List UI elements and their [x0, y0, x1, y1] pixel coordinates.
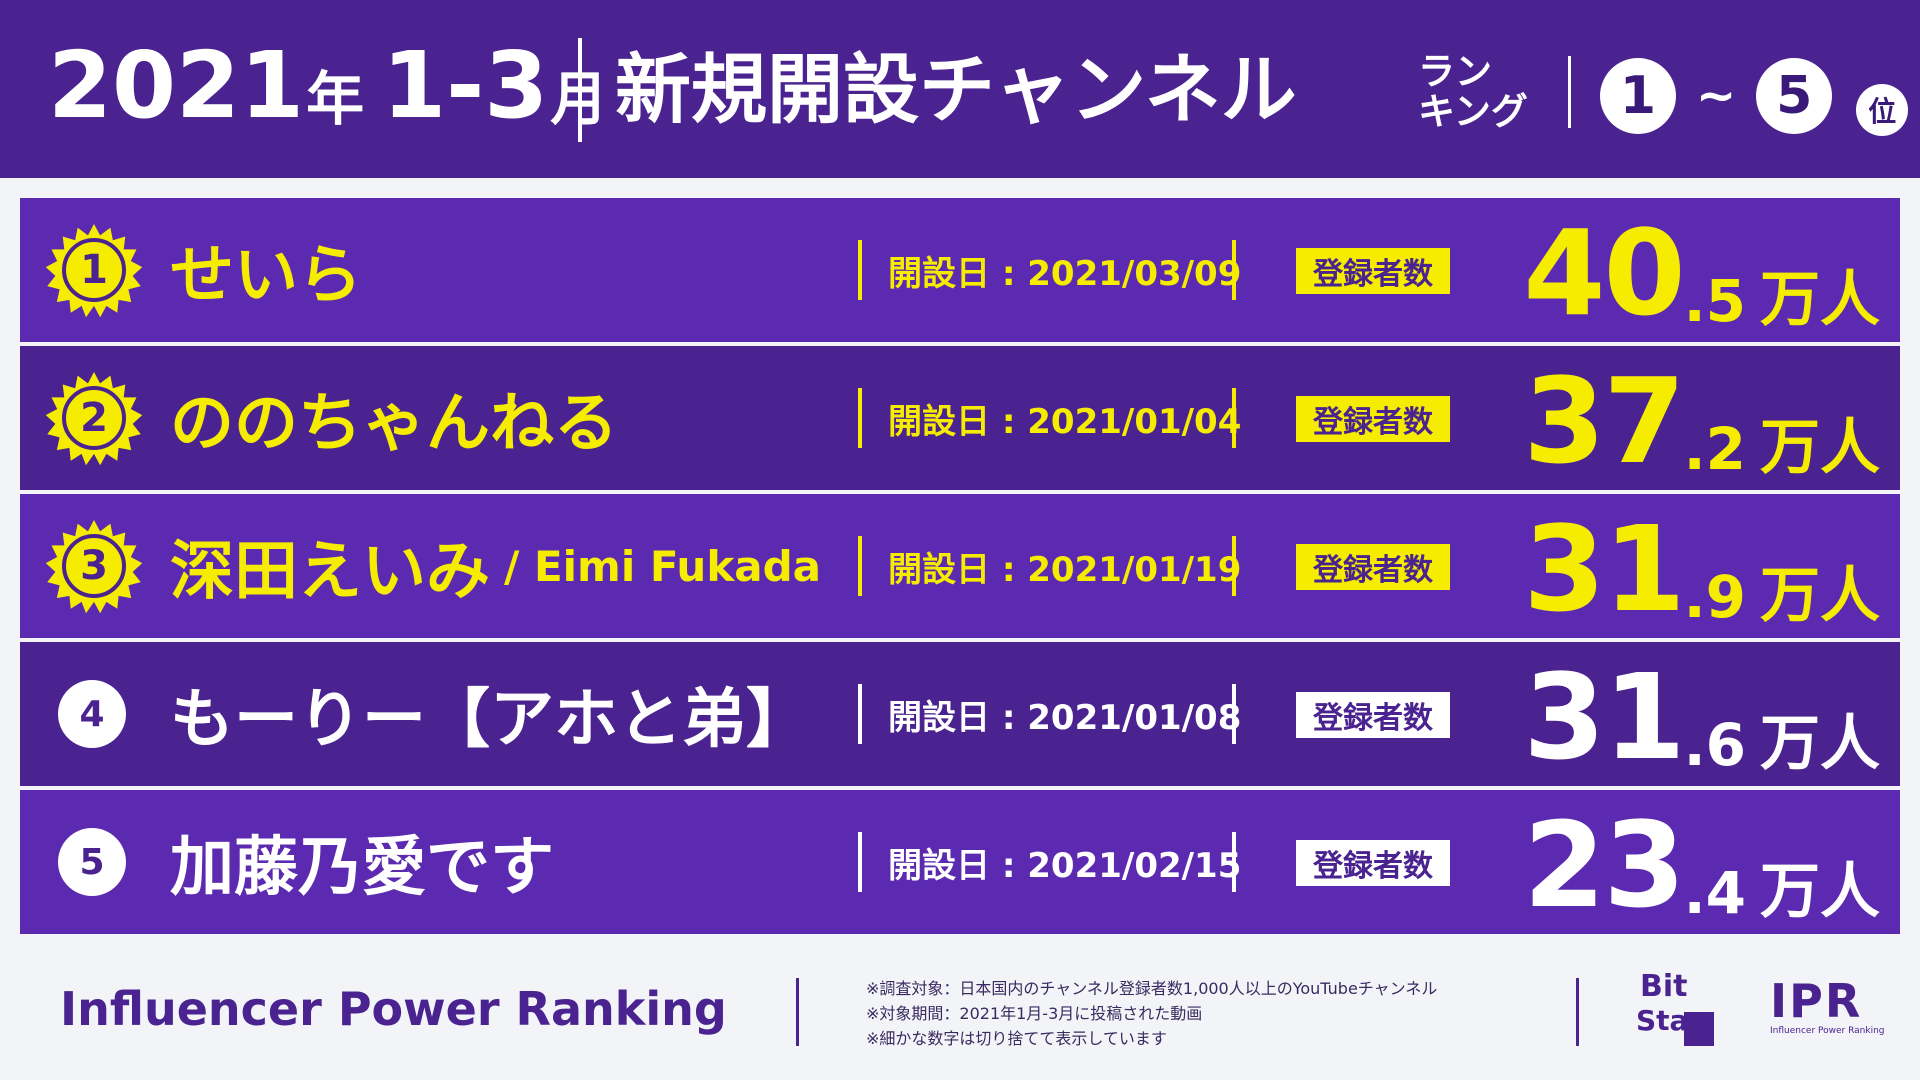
- subscribers-unit: 万人: [1760, 413, 1880, 483]
- channel-name-jp: 加藤乃愛です: [170, 831, 554, 905]
- period-year-suffix: 年: [306, 65, 365, 133]
- range-tilde: ~: [1696, 68, 1737, 124]
- sun-badge-icon: [45, 520, 143, 614]
- open-date: 開設日 : 2021/01/04: [888, 401, 1242, 442]
- footer-note-1: ※調査対象：日本国内のチャンネル登録者数1,000人以上のYouTubeチャンネ…: [866, 979, 1438, 998]
- subscribers-decimal: .6: [1683, 711, 1746, 779]
- ranking-row: 5 加藤乃愛です 開設日 : 2021/02/15 登録者数 23 .4 万人: [20, 790, 1900, 934]
- date-divider-right: [1232, 536, 1236, 596]
- channel-name: ののちゃんねる: [170, 346, 618, 490]
- rank-circle-badge: 5: [58, 828, 126, 896]
- open-date: 開設日 : 2021/01/19: [888, 549, 1242, 590]
- channel-name: 加藤乃愛です: [170, 790, 554, 934]
- header-banner: 2021 年 1-3 月 新規開設チャンネル ラン キング 1 ~ 5 位: [0, 0, 1920, 178]
- date-divider-right: [1232, 388, 1236, 448]
- channel-name-jp: もーりー【アホと弟】: [170, 683, 810, 757]
- date-divider-left: [858, 536, 862, 596]
- subscribers-value: 37 .2 万人: [1523, 346, 1880, 490]
- rank-sun-badge: 1: [44, 220, 144, 320]
- channel-name-jp: せいら: [170, 239, 362, 313]
- period-title: 2021 年 1-3 月: [48, 40, 614, 132]
- subscribers-value: 31 .9 万人: [1523, 494, 1880, 638]
- channel-name-en: / Eimi Fukada: [504, 541, 822, 591]
- page-title: 新規開設チャンネル: [615, 45, 1297, 134]
- header-divider: [578, 38, 582, 142]
- rank-circle-badge: 4: [58, 680, 126, 748]
- subscribers-value: 23 .4 万人: [1523, 790, 1880, 934]
- footer-note-3: ※細かな数字は切り捨てて表示しています: [866, 1029, 1167, 1048]
- subtitle-line-1: ラン: [1418, 50, 1492, 93]
- period-year: 2021: [48, 32, 305, 139]
- rank-range: 1 ~ 5 位: [1600, 58, 1909, 136]
- rank-number: 1: [80, 247, 108, 293]
- ranking-row: 1 せいら 開設日 : 2021/03/09 登録者数 40 .5 万人: [20, 198, 1900, 342]
- subscribers-unit: 万人: [1760, 709, 1880, 779]
- subscribers-decimal: .5: [1683, 267, 1746, 335]
- sun-badge-icon: [45, 372, 143, 466]
- open-date: 開設日 : 2021/01/08: [888, 697, 1242, 738]
- subscribers-decimal: .2: [1683, 415, 1746, 483]
- range-start-badge: 1: [1600, 58, 1676, 134]
- open-date: 開設日 : 2021/03/09: [888, 253, 1242, 294]
- subtitle-line-2: キング: [1418, 90, 1528, 133]
- subscribers-decimal: .9: [1683, 563, 1746, 631]
- rank-number: 2: [80, 395, 108, 441]
- bitstar-logo-shape-icon: [1684, 1012, 1714, 1046]
- footer-divider: [796, 978, 799, 1046]
- subscribers-label: 登録者数: [1296, 840, 1450, 886]
- page-subtitle: ラン キング: [1418, 52, 1528, 132]
- period-months: 1-3: [382, 32, 549, 139]
- subscribers-label: 登録者数: [1296, 248, 1450, 294]
- subscribers-value: 31 .6 万人: [1523, 642, 1880, 786]
- date-divider-right: [1232, 240, 1236, 300]
- open-date: 開設日 : 2021/02/15: [888, 845, 1242, 886]
- subscribers-unit: 万人: [1760, 561, 1880, 631]
- channel-name: もーりー【アホと弟】: [170, 642, 810, 786]
- date-divider-left: [858, 388, 862, 448]
- range-suffix-badge: 位: [1856, 84, 1909, 136]
- footer-notes: ※調査対象：日本国内のチャンネル登録者数1,000人以上のYouTubeチャンネ…: [866, 976, 1437, 1051]
- ipr-logo-mark: IPR: [1770, 974, 1863, 1028]
- rank-sun-badge: 3: [44, 516, 144, 616]
- subscribers-unit: 万人: [1760, 265, 1880, 335]
- channel-name-jp: ののちゃんねる: [170, 387, 618, 461]
- channel-name-jp: 深田えいみ: [170, 535, 490, 609]
- subscribers-label: 登録者数: [1296, 544, 1450, 590]
- ranking-row: 2 ののちゃんねる 開設日 : 2021/01/04 登録者数 37 .2 万人: [20, 346, 1900, 490]
- subscribers-integer: 31: [1523, 648, 1685, 786]
- date-divider-right: [1232, 832, 1236, 892]
- subscribers-decimal: .4: [1683, 859, 1746, 927]
- sun-badge-icon: [45, 224, 143, 318]
- ipr-logo: IPR Influencer Power Ranking: [1770, 978, 1886, 1042]
- subscribers-value: 40 .5 万人: [1523, 198, 1880, 342]
- rank-sun-badge: 2: [44, 368, 144, 468]
- rank-number: 3: [80, 543, 108, 589]
- ranking-row: 3 深田えいみ / Eimi Fukada 開設日 : 2021/01/19 登…: [20, 494, 1900, 638]
- bitstar-logo: Bit Star: [1636, 972, 1714, 1046]
- subscribers-integer: 37: [1523, 352, 1685, 490]
- ranking-row: 4 もーりー【アホと弟】 開設日 : 2021/01/08 登録者数 31 .6…: [20, 642, 1900, 786]
- channel-name: せいら: [170, 198, 362, 342]
- subscribers-integer: 40: [1523, 204, 1685, 342]
- subscribers-integer: 23: [1523, 796, 1685, 934]
- channel-name: 深田えいみ / Eimi Fukada: [170, 494, 821, 638]
- range-end-badge: 5: [1756, 58, 1833, 134]
- footer-brand: Influencer Power Ranking: [60, 982, 727, 1036]
- subscribers-unit: 万人: [1760, 857, 1880, 927]
- subscribers-label: 登録者数: [1296, 692, 1450, 738]
- date-divider-left: [858, 240, 862, 300]
- date-divider-left: [858, 684, 862, 744]
- header-divider: [1568, 56, 1571, 128]
- subscribers-label: 登録者数: [1296, 396, 1450, 442]
- footer-divider: [1576, 978, 1579, 1046]
- ipr-logo-caption: Influencer Power Ranking: [1770, 1026, 1885, 1036]
- bitstar-logo-line-1: Bit: [1640, 969, 1688, 1004]
- footer-note-2: ※対象期間：2021年1月-3月に投稿された動画: [866, 1004, 1203, 1023]
- subscribers-integer: 31: [1523, 500, 1685, 638]
- bitstar-logo-line-2: Star: [1636, 1004, 1703, 1037]
- date-divider-left: [858, 832, 862, 892]
- date-divider-right: [1232, 684, 1236, 744]
